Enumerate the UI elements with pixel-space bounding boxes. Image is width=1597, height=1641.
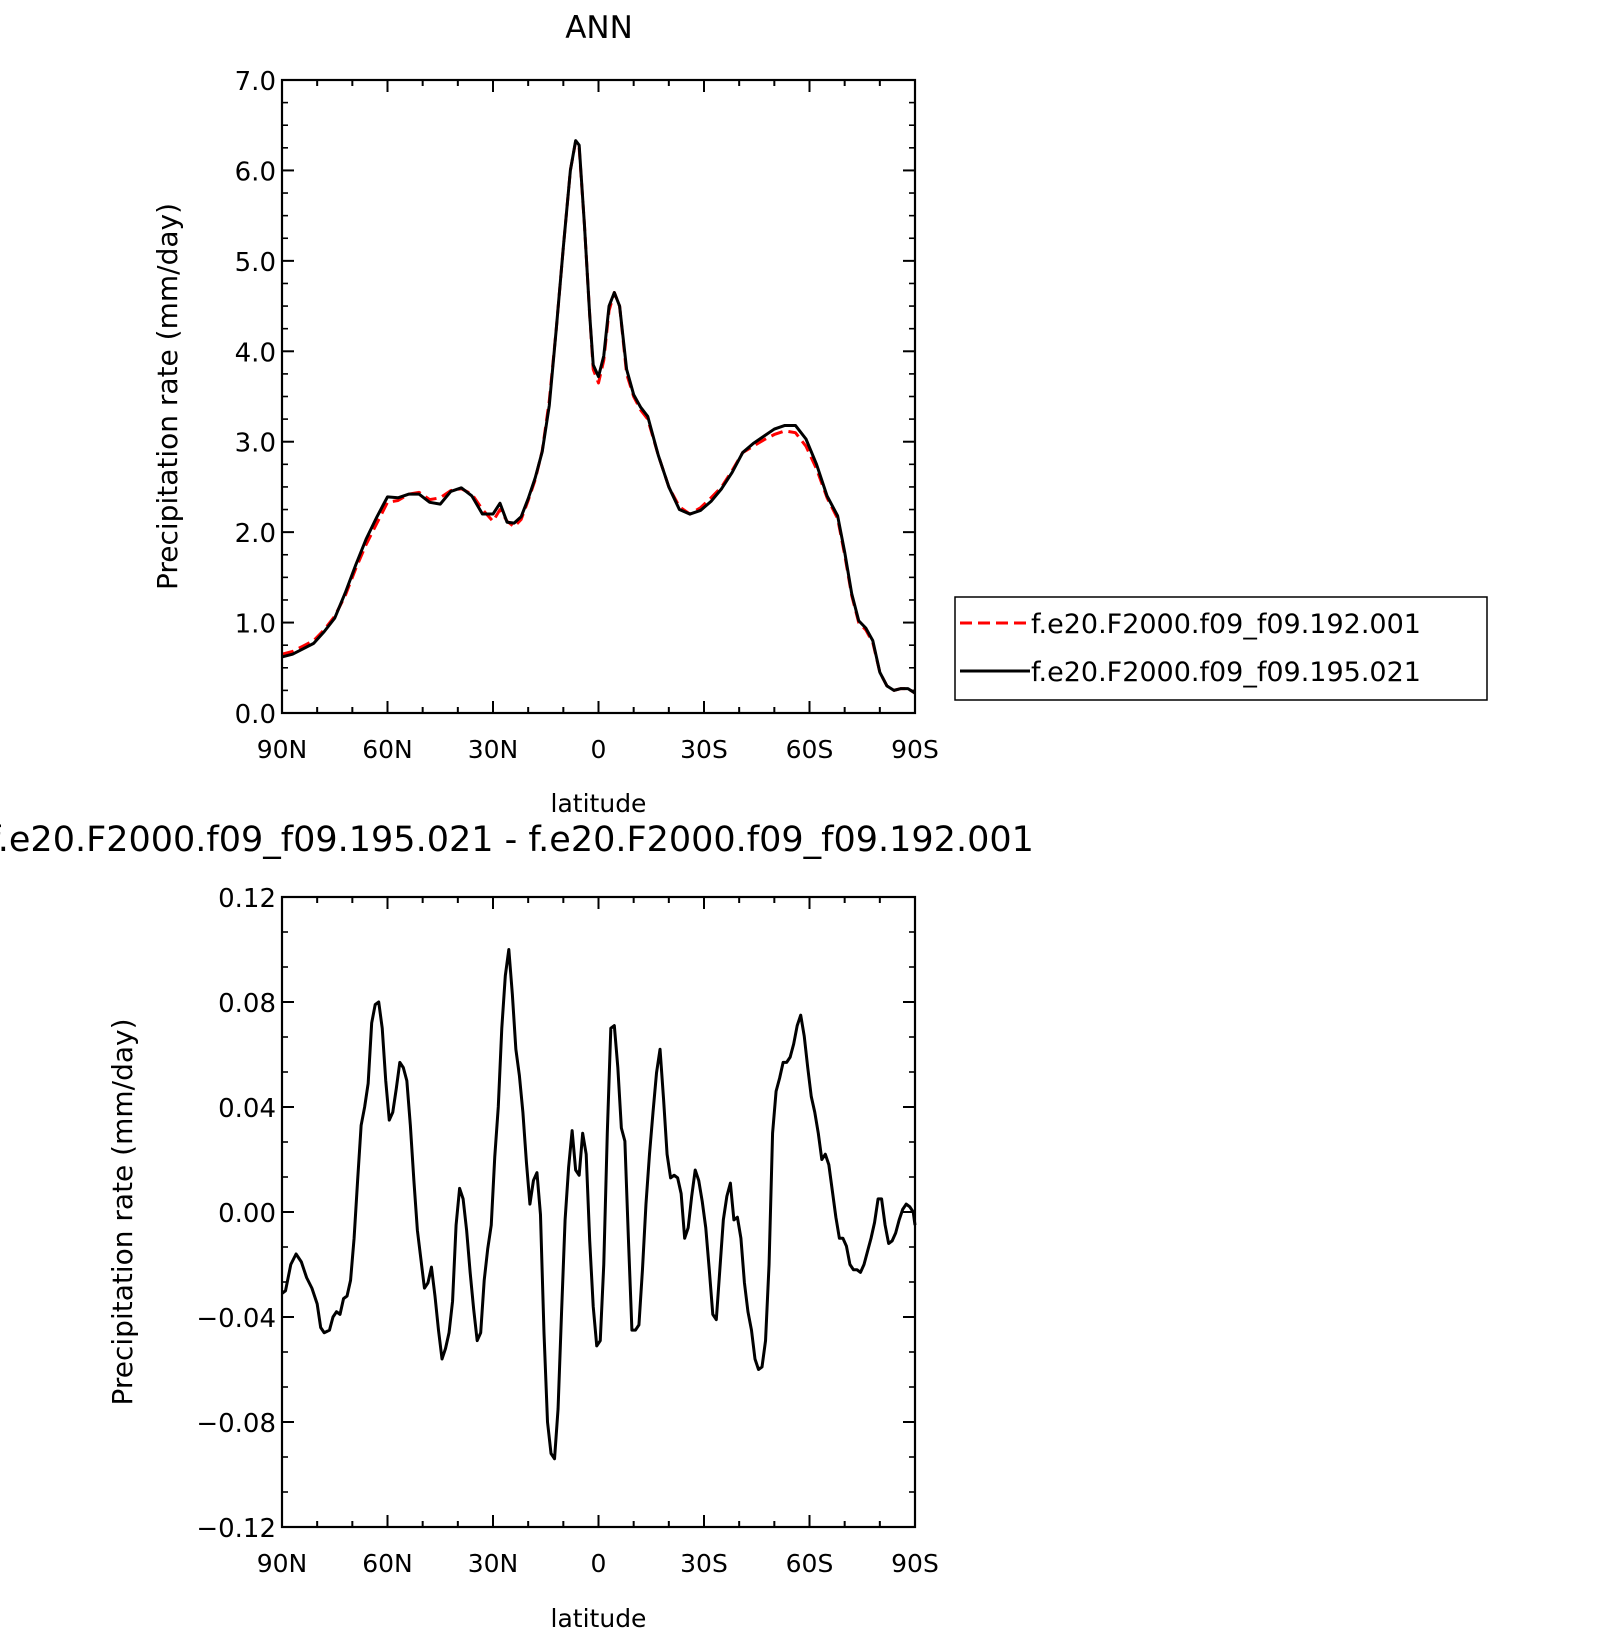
top-y-tick-label: 5.0 [235,248,276,278]
bottom-tick-labels: 90N 60N 30N 0 30S 60S 90S −0.12 −0.08 −0.04 0.00 0.… [196,884,939,1578]
legend-box [954,596,1488,701]
legend-entry-192-001: f.e20.F2000.f09_f09.192.001 [960,609,1421,640]
bottom-x-tick-label: 90S [891,1549,939,1578]
bottom-series-line-0 [281,948,917,1461]
top-y-tick-label: 4.0 [235,338,276,368]
bottom-panel: f.e20.F2000.f09_f09.195.021 - f.e20.F200… [0,820,1034,1633]
top-x-tick-label: 60S [786,735,834,764]
top-series [281,139,916,695]
bottom-y-tick-label: −0.08 [196,1409,276,1439]
bottom-y-tick-label: 0.12 [218,884,276,914]
bottom-x-tick-label: 30S [680,1549,728,1578]
top-y-tick-label: 2.0 [235,519,276,549]
top-y-axis-label: Precipitation rate (mm/day) [151,203,184,590]
top-x-tick-label: 90N [257,735,308,764]
bottom-y-axis-label: Precipitation rate (mm/day) [106,1018,139,1405]
top-x-axis-label: latitude [551,789,647,818]
top-y-tick-label: 1.0 [235,610,276,640]
bottom-x-tick-label: 90N [257,1549,308,1578]
top-x-tick-label: 60N [362,735,413,764]
top-y-tick-label: 6.0 [235,157,276,187]
legend-entry-195-021: f.e20.F2000.f09_f09.195.021 [960,657,1421,688]
top-tick-labels: 90N 60N 30N 0 30S 60S 90S 0.0 1.0 2.0 3.0 4.0 5.0 6.0… [235,67,939,764]
legend: f.e20.F2000.f09_f09.192.001 f.e20.F2000.… [954,596,1488,701]
bottom-x-tick-label: 60S [786,1549,834,1578]
bottom-y-tick-label: 0.04 [218,1094,276,1124]
bottom-chart-title: f.e20.F2000.f09_f09.195.021 - f.e20.F200… [0,820,1034,860]
bottom-y-tick-label: 0.00 [218,1199,276,1229]
bottom-x-tick-label: 30N [468,1549,519,1578]
bottom-y-tick-label: 0.08 [218,989,276,1019]
top-x-tick-label: 30N [468,735,519,764]
legend-label-195-021: f.e20.F2000.f09_f09.195.021 [1031,657,1421,688]
bottom-y-tick-label: −0.12 [196,1514,276,1544]
top-x-tick-label: 0 [591,735,607,764]
top-x-tick-label: 90S [891,735,939,764]
bottom-x-tick-label: 0 [591,1549,607,1578]
bottom-x-tick-label: 60N [362,1549,413,1578]
top-y-tick-label: 7.0 [235,67,276,97]
top-series-line-0 [281,139,916,695]
top-series-line-1 [281,139,916,695]
bottom-plot-frame [280,895,917,1529]
top-plot-frame [280,78,917,715]
top-panel: ANN 90N 60N 30N 0 30S 60S 90S 0.0 1.0 2.0 3.0 4.0 5.… [151,10,939,818]
bottom-x-axis-label: latitude [551,1604,647,1633]
bottom-series [281,948,917,1461]
top-y-tick-label: 0.0 [235,700,276,730]
top-chart-title: ANN [565,10,633,46]
top-x-tick-label: 30S [680,735,728,764]
bottom-axis-ticks [281,896,916,1528]
top-y-tick-label: 3.0 [235,429,276,459]
legend-label-192-001: f.e20.F2000.f09_f09.192.001 [1031,609,1421,640]
top-axis-ticks [281,79,916,714]
bottom-y-tick-label: −0.04 [196,1304,276,1334]
